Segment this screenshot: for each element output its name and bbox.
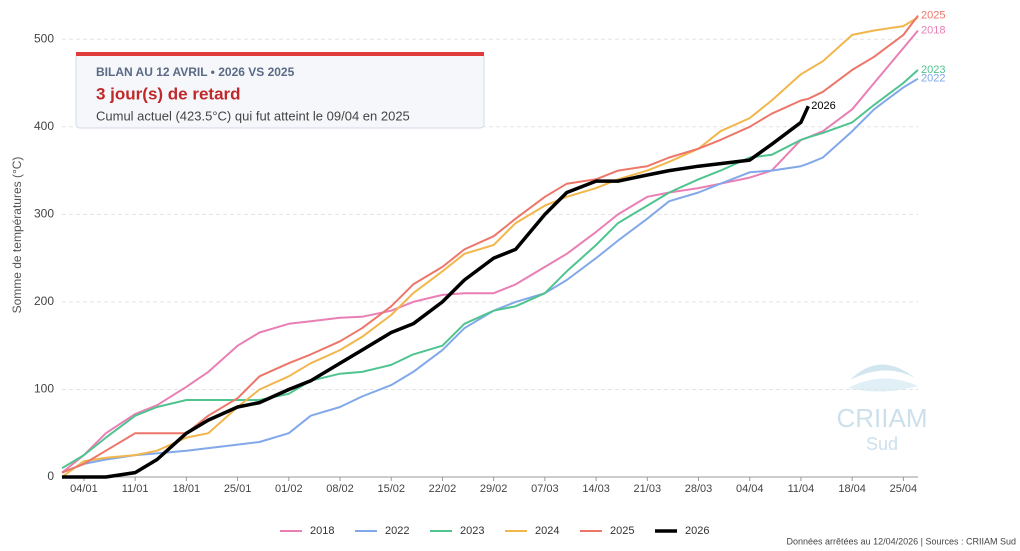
series-end-label: 2023 (921, 64, 945, 76)
series-line (61, 16, 919, 478)
x-tick-label: 18/01 (173, 483, 201, 495)
logo-icon (848, 378, 918, 392)
y-tick-label: 500 (34, 31, 54, 45)
logo: CRIIAM Sud (837, 364, 928, 454)
x-tick-label: 21/03 (634, 483, 662, 495)
y-tick-label: 0 (47, 469, 54, 483)
x-tick-label: 11/04 (788, 483, 815, 495)
legend-label: 2022 (385, 525, 409, 537)
x-tick-label: 04/04 (736, 483, 764, 495)
x-tick-label: 11/01 (122, 483, 149, 495)
legend-label: 2024 (535, 525, 559, 537)
logo-sub: Sud (866, 434, 898, 454)
logo-icon (850, 364, 915, 380)
annotation-accent (76, 52, 484, 56)
x-tick-label: 22/02 (429, 483, 457, 495)
x-tick-label: 01/02 (275, 483, 303, 495)
y-tick-label: 300 (34, 207, 54, 221)
x-tick-label: 14/03 (582, 483, 610, 495)
annotation-box: BILAN AU 12 AVRIL • 2026 VS 2025 3 jour(… (75, 52, 485, 129)
series-end-label: 2018 (921, 24, 945, 36)
y-axis-label: Somme de températures (°C) (10, 157, 24, 314)
y-tick-label: 100 (34, 382, 54, 396)
annotation-headline: 3 jour(s) de retard (96, 84, 241, 103)
series-line (62, 105, 810, 479)
x-tick-label: 29/02 (480, 483, 508, 495)
series-end-label: 2025 (921, 10, 945, 22)
x-tick-label: 07/03 (531, 483, 559, 495)
footer: Données arrêtées au 12/04/2026 | Sources… (787, 536, 1016, 546)
annotation-detail: Cumul actuel (423.5°C) qui fut atteint l… (96, 108, 410, 123)
x-tick-label: 28/03 (685, 483, 713, 495)
x-tick-label: 25/04 (890, 483, 918, 495)
logo-name: CRIIAM (837, 403, 928, 433)
x-tick-label: 08/02 (326, 483, 354, 495)
series-line (61, 77, 919, 474)
series-end-label: 2022 (921, 73, 945, 85)
series-line (61, 14, 919, 474)
legend-label: 2018 (310, 525, 334, 537)
x-tick-label: 18/04 (838, 483, 866, 495)
y-tick-label: 200 (34, 294, 54, 308)
series-line (61, 69, 919, 470)
series-end-label: 2026 (811, 100, 835, 112)
plot-area: 0 100 200 300 400 500 04/01 11/01 18/01 25/01 01/0… (34, 10, 946, 495)
legend-label: 2025 (610, 525, 634, 537)
x-tick-label: 25/01 (224, 483, 252, 495)
legend: 2018 2022 2023 2024 2025 2026 (280, 525, 709, 537)
annotation-heading: BILAN AU 12 AVRIL • 2026 VS 2025 (96, 65, 295, 79)
y-tick-label: 400 (34, 119, 54, 133)
legend-label: 2026 (685, 525, 709, 537)
x-tick-label: 15/02 (377, 483, 405, 495)
legend-label: 2023 (460, 525, 484, 537)
x-tick-label: 04/01 (70, 483, 98, 495)
